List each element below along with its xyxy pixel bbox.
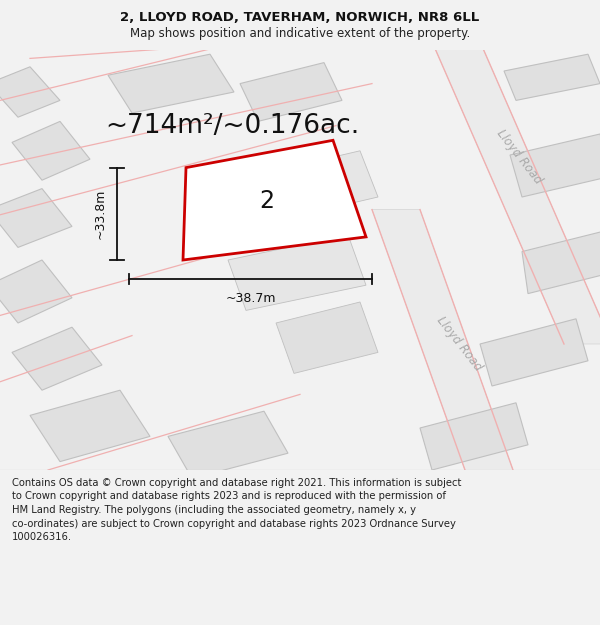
- Polygon shape: [0, 189, 72, 248]
- Polygon shape: [12, 328, 102, 390]
- Text: Lloyd Road: Lloyd Road: [494, 127, 544, 187]
- Polygon shape: [0, 67, 60, 118]
- Polygon shape: [372, 209, 516, 478]
- Polygon shape: [420, 402, 528, 470]
- Polygon shape: [480, 319, 588, 386]
- Text: Contains OS data © Crown copyright and database right 2021. This information is : Contains OS data © Crown copyright and d…: [12, 478, 461, 542]
- Polygon shape: [510, 134, 600, 197]
- Polygon shape: [276, 302, 378, 373]
- Polygon shape: [504, 54, 600, 101]
- Polygon shape: [108, 54, 234, 113]
- Polygon shape: [12, 121, 90, 180]
- Polygon shape: [183, 140, 366, 260]
- Text: ~38.7m: ~38.7m: [225, 291, 276, 304]
- Text: 2: 2: [260, 189, 275, 213]
- Polygon shape: [168, 411, 288, 478]
- Polygon shape: [252, 151, 378, 222]
- Text: Map shows position and indicative extent of the property.: Map shows position and indicative extent…: [130, 27, 470, 40]
- Text: Lloyd Road: Lloyd Road: [434, 314, 484, 374]
- Polygon shape: [0, 260, 72, 323]
- Text: ~714m²/~0.176ac.: ~714m²/~0.176ac.: [105, 112, 359, 139]
- Polygon shape: [228, 235, 366, 311]
- Text: ~33.8m: ~33.8m: [93, 189, 106, 239]
- Polygon shape: [522, 231, 600, 294]
- Text: 2, LLOYD ROAD, TAVERHAM, NORWICH, NR8 6LL: 2, LLOYD ROAD, TAVERHAM, NORWICH, NR8 6L…: [121, 11, 479, 24]
- Polygon shape: [240, 62, 342, 121]
- Polygon shape: [432, 42, 600, 344]
- Polygon shape: [30, 390, 150, 462]
